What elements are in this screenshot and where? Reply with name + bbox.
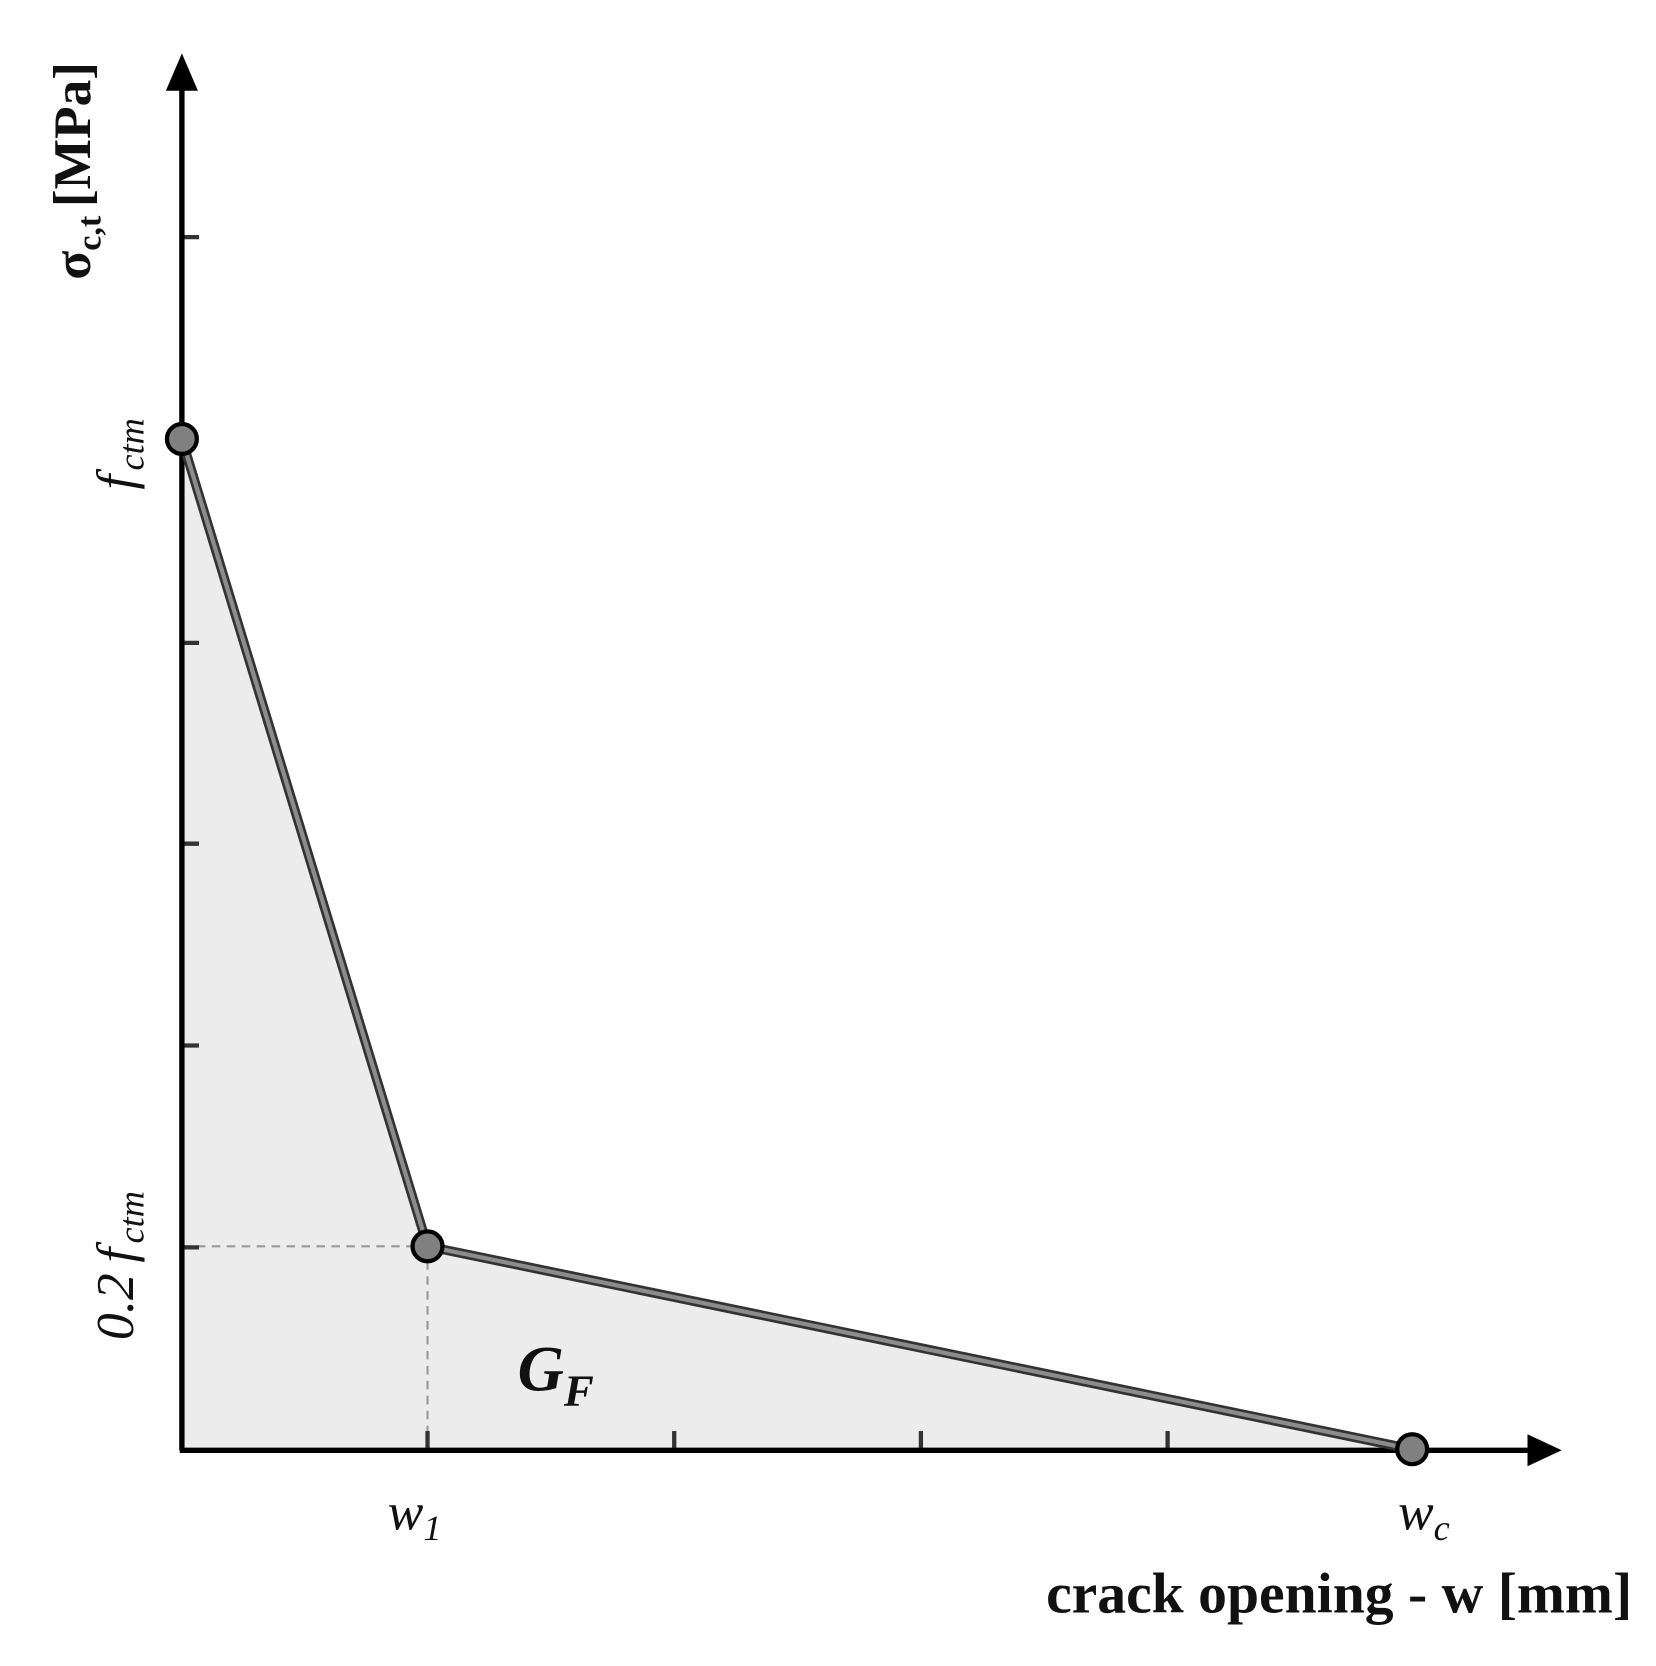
subscript: ctm xyxy=(111,1191,151,1243)
x-label: wc xyxy=(1398,1481,1450,1548)
point xyxy=(1395,1432,1430,1467)
subscript: ctm xyxy=(111,418,151,470)
y-axis-label: σc,t [MPa] xyxy=(42,62,109,280)
area-label: GF xyxy=(518,1333,594,1415)
point xyxy=(164,421,199,457)
x-axis-arrow xyxy=(1527,1434,1562,1467)
subscript: F xyxy=(563,1365,594,1415)
subscript: 1 xyxy=(423,1508,441,1548)
y-label: 0.2 fctm xyxy=(85,1191,152,1340)
fracture-energy-area xyxy=(181,438,1413,1451)
x-label: w1 xyxy=(388,1481,442,1548)
point xyxy=(410,1229,445,1264)
symbol: σ xyxy=(42,251,102,280)
subscript: c,t xyxy=(72,215,109,251)
factor: 0.2 xyxy=(85,1273,145,1340)
x-axis-label: crack opening - w [mm] xyxy=(1046,1563,1632,1626)
unit: [MPa] xyxy=(42,62,102,207)
x-ticks xyxy=(425,1431,1170,1451)
symbol: f xyxy=(85,1242,145,1263)
y-ticks xyxy=(181,234,199,1250)
symbol: w xyxy=(1398,1481,1434,1541)
y-label: fctm xyxy=(85,418,152,490)
subscript: c xyxy=(1434,1508,1450,1548)
symbol: w xyxy=(388,1481,424,1541)
y-axis-arrow xyxy=(165,53,198,91)
symbol: f xyxy=(85,469,145,490)
symbol: G xyxy=(518,1333,564,1404)
